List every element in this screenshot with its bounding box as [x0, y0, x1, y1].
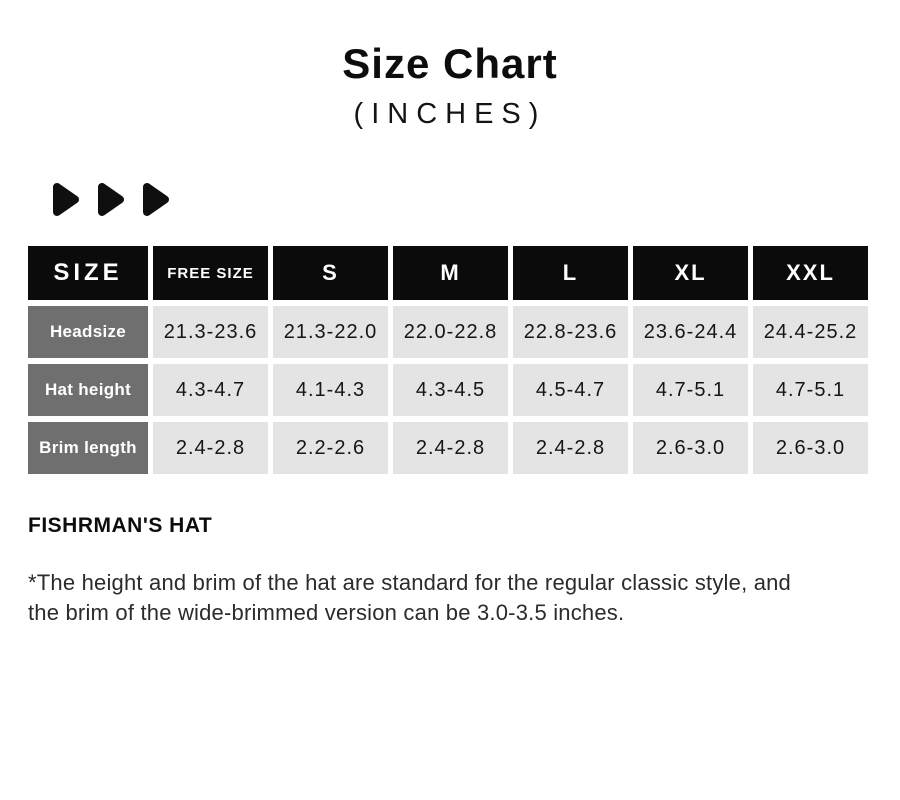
column-header-size: SIZE	[28, 246, 148, 300]
size-value-cell: 4.5-4.7	[513, 364, 628, 416]
page-subtitle: (INCHES)	[353, 98, 547, 130]
size-value-cell: 4.3-4.5	[393, 364, 508, 416]
play-triangle-icon	[95, 181, 126, 218]
size-value-cell: 4.7-5.1	[633, 364, 748, 416]
play-triangle-icon	[140, 181, 171, 218]
size-value-cell: 21.3-22.0	[273, 306, 388, 358]
column-header-m: M	[393, 246, 508, 300]
size-value-cell: 2.6-3.0	[633, 422, 748, 474]
play-triangle-icon	[50, 181, 81, 218]
size-value-cell: 23.6-24.4	[633, 306, 748, 358]
size-chart-page: Size Chart (INCHES) SIZE FREE SIZE S M L…	[0, 40, 900, 800]
size-value-cell: 4.1-4.3	[273, 364, 388, 416]
size-value-cell: 21.3-23.6	[153, 306, 268, 358]
size-value-cell: 4.7-5.1	[753, 364, 868, 416]
size-value-cell: 2.4-2.8	[513, 422, 628, 474]
size-value-cell: 22.8-23.6	[513, 306, 628, 358]
column-header-l: L	[513, 246, 628, 300]
product-title: FISHRMAN'S HAT	[28, 514, 213, 537]
note-text: *The height and brim of the hat are stan…	[28, 570, 791, 625]
size-table: SIZE FREE SIZE S M L XL XXL Headsize 21.…	[28, 246, 868, 474]
column-header-xxl: XXL	[753, 246, 868, 300]
size-value-cell: 2.4-2.8	[153, 422, 268, 474]
row-label-headsize: Headsize	[28, 306, 148, 358]
column-header-s: S	[273, 246, 388, 300]
size-value-cell: 2.6-3.0	[753, 422, 868, 474]
size-value-cell: 4.3-4.7	[153, 364, 268, 416]
column-header-xl: XL	[633, 246, 748, 300]
page-title: Size Chart	[342, 40, 558, 87]
column-header-free-size: FREE SIZE	[153, 246, 268, 300]
row-label-hat-height: Hat height	[28, 364, 148, 416]
size-value-cell: 2.2-2.6	[273, 422, 388, 474]
size-value-cell: 2.4-2.8	[393, 422, 508, 474]
decorative-arrows	[50, 181, 900, 218]
row-label-brim-length: Brim length	[28, 422, 148, 474]
size-value-cell: 22.0-22.8	[393, 306, 508, 358]
size-value-cell: 24.4-25.2	[753, 306, 868, 358]
